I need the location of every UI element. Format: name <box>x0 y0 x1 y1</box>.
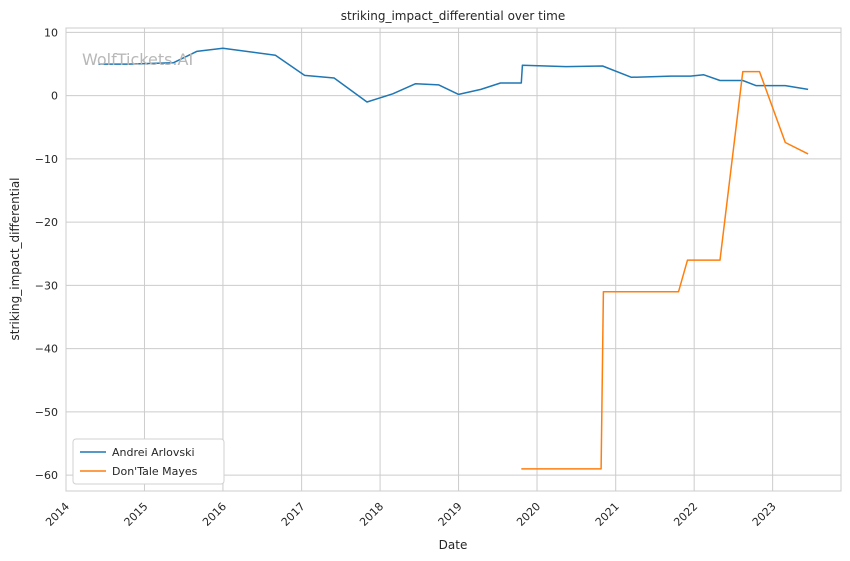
y-tick-label: −10 <box>35 153 58 166</box>
y-axis-label: striking_impact_differential <box>8 177 22 340</box>
legend-box <box>72 438 225 485</box>
y-tick-label: 0 <box>51 90 58 103</box>
y-tick-label: 10 <box>44 26 58 39</box>
y-axis-ticks: 10 0 −10 −20 −30 −40 −50 −60 <box>35 26 58 482</box>
series-line-don-tale-mayes <box>521 70 809 470</box>
legend-label-dontale-mayes: Don'Tale Mayes <box>112 465 198 478</box>
y-tick-label: −60 <box>35 469 58 482</box>
legend: Andrei Arlovski Don'Tale Mayes <box>72 438 225 485</box>
series-layer <box>98 47 809 470</box>
y-tick-label: −50 <box>35 406 58 419</box>
chart-title: striking_impact_differential over time <box>341 9 566 23</box>
grid <box>65 28 841 491</box>
y-tick-label: −40 <box>35 343 58 356</box>
series-line-andrei-arlovski <box>98 47 809 103</box>
y-tick-label: −30 <box>35 279 58 292</box>
y-tick-label: −20 <box>35 216 58 229</box>
x-axis-label: Date <box>439 538 468 552</box>
watermark: WolfTickets.AI <box>82 50 193 69</box>
plot-frame <box>65 27 842 492</box>
legend-label-andrei-arlovski: Andrei Arlovski <box>112 446 195 459</box>
